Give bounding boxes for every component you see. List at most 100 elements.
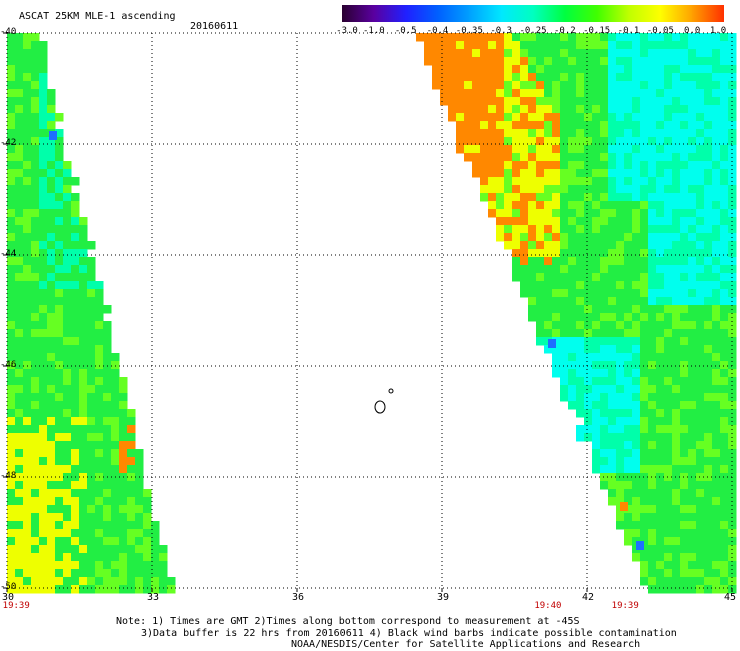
swath-cell xyxy=(47,449,56,458)
swath-cell xyxy=(656,105,665,114)
swath-cell xyxy=(696,529,705,538)
swath-cell xyxy=(704,209,713,218)
swath-cell xyxy=(31,385,40,394)
swath-cell xyxy=(608,377,617,386)
swath-cell xyxy=(696,553,705,562)
swath-cell xyxy=(111,449,120,458)
swath-cell xyxy=(63,313,72,322)
swath-cell xyxy=(79,441,88,450)
swath-cell xyxy=(536,313,545,322)
swath-cell xyxy=(648,289,657,298)
swath-cell xyxy=(672,569,681,578)
swath-cell xyxy=(656,249,665,258)
swath-cell xyxy=(440,81,449,90)
swath-cell xyxy=(720,81,729,90)
swath-cell xyxy=(704,81,713,90)
swath-cell xyxy=(544,57,553,66)
swath-cell xyxy=(7,497,16,506)
swath-cell xyxy=(608,321,617,330)
swath-cell xyxy=(568,57,577,66)
swath-cell xyxy=(23,377,32,386)
swath-cell xyxy=(472,49,481,58)
swath-cell xyxy=(127,529,136,538)
swath-cell xyxy=(15,289,24,298)
swath-cell xyxy=(568,233,577,242)
swath-cell xyxy=(63,505,72,514)
swath-cell xyxy=(624,225,633,234)
swath-cell xyxy=(712,313,721,322)
longitude-label: 36 xyxy=(292,592,305,603)
swath-cell xyxy=(656,41,665,50)
swath-cell xyxy=(584,257,593,266)
swath-cell xyxy=(71,337,80,346)
swath-cell xyxy=(55,505,64,514)
swath-cell xyxy=(71,425,80,434)
swath-cell xyxy=(480,105,489,114)
swath-cell xyxy=(632,249,641,258)
swath-cell xyxy=(680,433,689,442)
swath-cell xyxy=(640,273,649,282)
swath-cell xyxy=(624,281,633,290)
swath-cell xyxy=(608,345,617,354)
swath-cell xyxy=(632,257,641,266)
swath-cell xyxy=(15,497,24,506)
swath-cell xyxy=(39,409,48,418)
swath-cell xyxy=(7,321,16,330)
swath-cell xyxy=(616,377,625,386)
swath-cell xyxy=(688,65,697,74)
swath-cell xyxy=(496,57,505,66)
swath-cell xyxy=(720,137,729,146)
swath-cell xyxy=(504,185,513,194)
swath-cell xyxy=(720,489,729,498)
swath-cell xyxy=(584,129,593,138)
swath-cell xyxy=(159,585,168,594)
swath-cell xyxy=(55,369,64,378)
colorbar-segment xyxy=(437,5,470,22)
swath-cell xyxy=(680,137,689,146)
swath-cell xyxy=(119,529,128,538)
swath-cell xyxy=(664,57,673,66)
swath-cell xyxy=(624,265,633,274)
swath-cell xyxy=(704,313,713,322)
swath-cell xyxy=(720,97,729,106)
swath-cell xyxy=(688,129,697,138)
swath-cell xyxy=(648,65,657,74)
swath-cell xyxy=(127,569,136,578)
swath-cell xyxy=(23,393,32,402)
swath-cell xyxy=(656,529,665,538)
swath-cell xyxy=(640,65,649,74)
swath-cell xyxy=(87,521,96,530)
swath-cell xyxy=(688,265,697,274)
swath-cell xyxy=(548,339,556,348)
swath-cell xyxy=(47,441,56,450)
swath-cell xyxy=(680,313,689,322)
swath-cell xyxy=(648,409,657,418)
colorbar-tick-label: 1.0 xyxy=(709,26,727,36)
swath-cell xyxy=(71,329,80,338)
swath-cell xyxy=(23,89,32,98)
swath-cell xyxy=(592,297,601,306)
swath-cell xyxy=(560,337,569,346)
swath-cell xyxy=(672,145,681,154)
swath-cell xyxy=(103,569,112,578)
swath-cell xyxy=(23,521,32,530)
swath-cell xyxy=(720,433,729,442)
swath-cell xyxy=(720,521,729,530)
swath-cell xyxy=(95,401,104,410)
swath-cell xyxy=(544,97,553,106)
swath-cell xyxy=(135,529,144,538)
swath-cell xyxy=(39,145,48,154)
swath-cell xyxy=(712,369,721,378)
swath-cell xyxy=(119,425,128,434)
swath-cell xyxy=(560,97,569,106)
swath-cell xyxy=(71,361,80,370)
swath-cell xyxy=(79,401,88,410)
swath-cell xyxy=(664,585,673,594)
swath-cell xyxy=(55,137,64,146)
swath-cell xyxy=(15,449,24,458)
swath-cell xyxy=(576,33,585,42)
swath-cell xyxy=(640,537,649,546)
swath-cell xyxy=(143,497,152,506)
swath-cell xyxy=(127,417,136,426)
swath-cell xyxy=(63,169,72,178)
